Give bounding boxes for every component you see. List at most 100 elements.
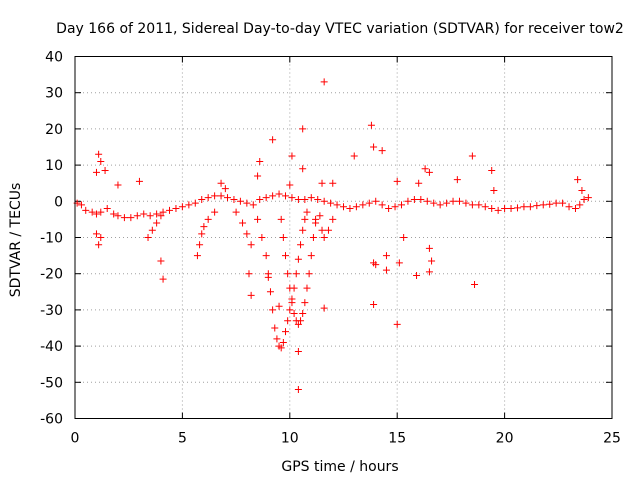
data-point bbox=[417, 195, 425, 203]
grid-lines bbox=[75, 56, 612, 419]
data-point bbox=[88, 208, 96, 216]
data-point bbox=[294, 195, 302, 203]
data-point bbox=[462, 199, 470, 207]
data-point bbox=[140, 210, 148, 218]
y-axis-label: SDTVAR / TECUs bbox=[8, 183, 24, 298]
x-tick-label: 0 bbox=[71, 431, 80, 447]
data-point bbox=[120, 214, 128, 222]
data-point bbox=[385, 205, 393, 213]
data-point bbox=[279, 234, 287, 241]
data-point bbox=[320, 197, 328, 205]
data-point bbox=[269, 306, 277, 314]
data-point bbox=[318, 179, 326, 187]
data-point bbox=[352, 203, 360, 211]
data-point bbox=[153, 219, 161, 227]
data-point bbox=[307, 194, 315, 202]
data-point bbox=[282, 328, 290, 336]
data-point bbox=[193, 252, 201, 260]
data-point bbox=[288, 194, 296, 202]
data-point bbox=[580, 195, 588, 203]
data-point bbox=[565, 203, 573, 211]
data-point bbox=[243, 230, 251, 238]
data-point bbox=[288, 299, 296, 307]
data-point bbox=[415, 179, 423, 187]
data-point bbox=[578, 186, 586, 194]
y-tick-label: 0 bbox=[54, 194, 63, 210]
x-axis-ticks: 0 5 10 15 20 25 bbox=[71, 56, 621, 447]
data-point bbox=[82, 206, 90, 214]
data-point bbox=[393, 177, 401, 185]
data-point bbox=[275, 302, 283, 310]
data-point bbox=[282, 192, 290, 200]
data-point bbox=[262, 252, 270, 260]
data-point bbox=[95, 150, 103, 158]
data-point bbox=[378, 147, 386, 155]
y-tick-label: -50 bbox=[40, 375, 63, 391]
data-point bbox=[294, 348, 302, 356]
chart-title: Day 166 of 2011, Sidereal Day-to-day VTE… bbox=[56, 21, 624, 37]
data-point bbox=[533, 202, 541, 210]
data-point bbox=[494, 206, 502, 214]
data-point bbox=[303, 208, 311, 216]
data-point bbox=[269, 136, 277, 144]
data-point bbox=[232, 208, 240, 216]
data-point bbox=[297, 241, 305, 249]
data-point bbox=[114, 212, 122, 220]
data-point bbox=[262, 194, 270, 202]
data-point bbox=[481, 203, 489, 211]
data-point bbox=[395, 259, 403, 267]
data-point bbox=[153, 210, 161, 218]
data-point bbox=[324, 226, 332, 234]
data-point bbox=[103, 205, 111, 213]
data-point bbox=[303, 284, 311, 292]
data-point bbox=[97, 157, 105, 165]
data-point bbox=[243, 199, 251, 207]
y-tick-label: -10 bbox=[40, 231, 63, 247]
y-tick-label: 20 bbox=[45, 122, 63, 138]
data-point bbox=[249, 201, 257, 209]
data-point bbox=[294, 320, 302, 328]
data-point bbox=[449, 197, 457, 205]
data-point bbox=[571, 205, 579, 213]
data-point bbox=[97, 208, 105, 216]
data-point bbox=[488, 167, 496, 175]
data-point bbox=[204, 215, 212, 223]
data-point bbox=[488, 205, 496, 213]
data-point bbox=[507, 205, 515, 213]
data-point bbox=[372, 197, 380, 205]
data-point bbox=[198, 195, 206, 203]
data-point bbox=[221, 185, 229, 193]
data-point bbox=[471, 281, 479, 289]
y-tick-label: -60 bbox=[40, 412, 63, 428]
data-points bbox=[73, 78, 592, 394]
data-point bbox=[297, 317, 305, 325]
data-point bbox=[92, 230, 100, 238]
data-point bbox=[455, 197, 463, 205]
data-point bbox=[410, 195, 418, 203]
data-point bbox=[312, 215, 320, 223]
data-point bbox=[559, 199, 567, 207]
data-point bbox=[294, 386, 302, 394]
data-point bbox=[468, 152, 476, 160]
y-tick-label: 40 bbox=[45, 50, 63, 66]
data-point bbox=[284, 317, 292, 325]
data-point bbox=[329, 215, 337, 223]
data-point bbox=[391, 203, 399, 211]
x-tick-label: 15 bbox=[388, 431, 406, 447]
data-point bbox=[133, 212, 141, 220]
data-point bbox=[92, 210, 100, 218]
data-point bbox=[382, 266, 390, 274]
data-point bbox=[340, 203, 347, 211]
data-point bbox=[254, 172, 262, 180]
data-point bbox=[413, 272, 421, 280]
data-point bbox=[286, 181, 294, 189]
data-point bbox=[397, 201, 405, 209]
data-point bbox=[110, 210, 118, 218]
data-point bbox=[148, 226, 156, 234]
data-point bbox=[230, 195, 238, 203]
data-point bbox=[146, 212, 154, 220]
data-point bbox=[372, 261, 380, 269]
data-point bbox=[490, 186, 498, 194]
data-point bbox=[400, 234, 408, 241]
